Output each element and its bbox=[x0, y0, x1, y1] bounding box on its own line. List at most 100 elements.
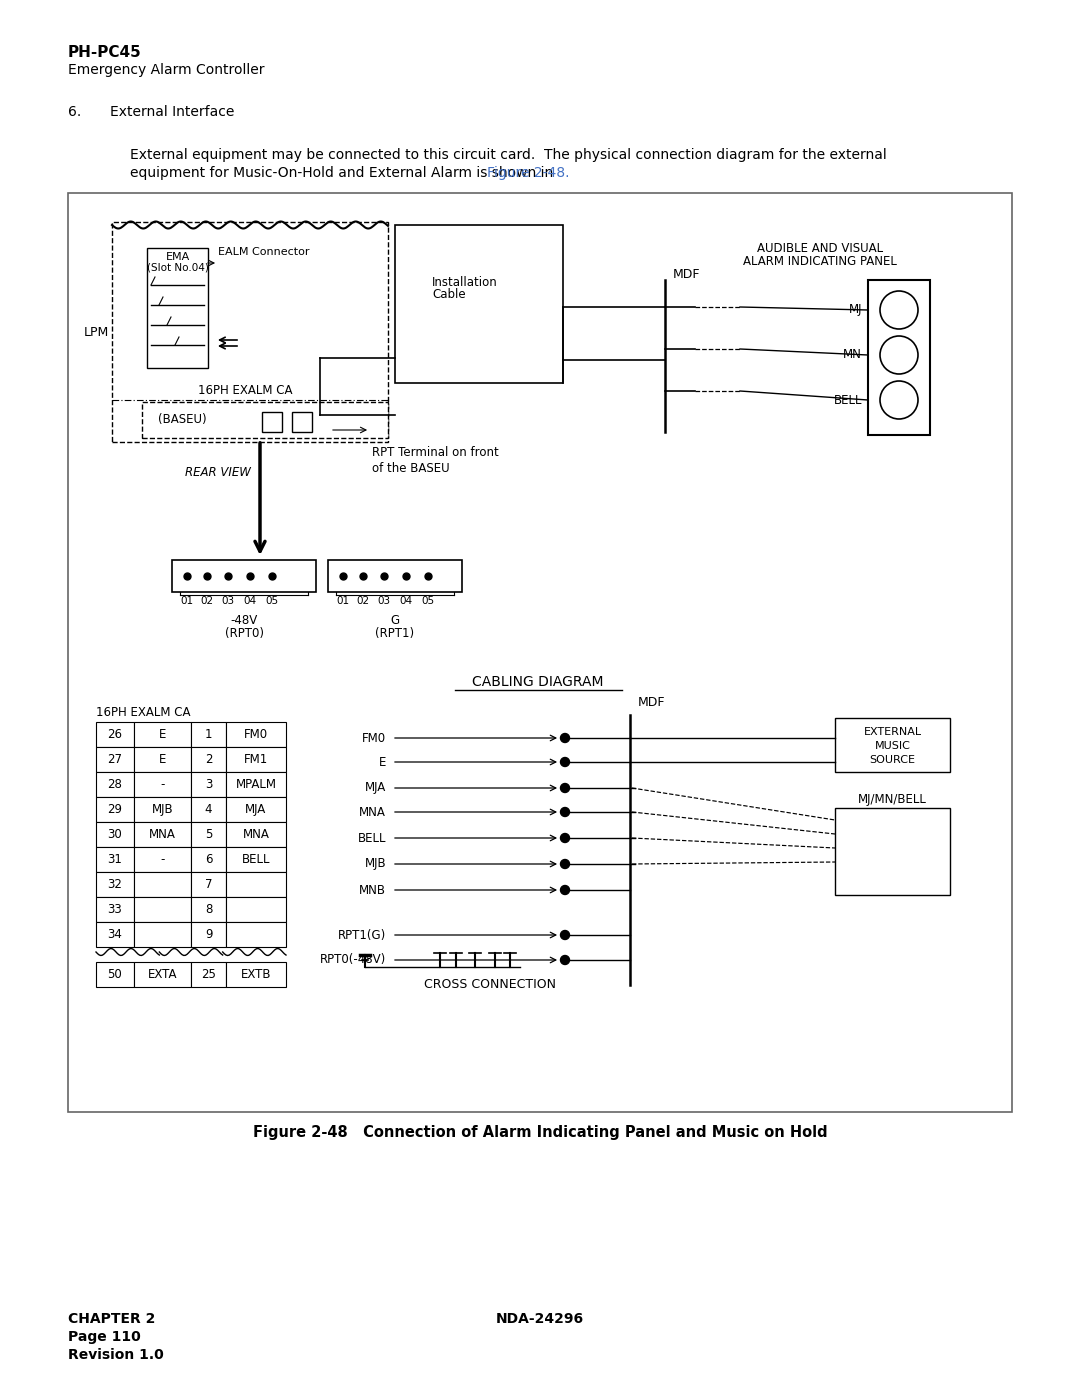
Bar bbox=[141, 402, 388, 439]
Text: MDF: MDF bbox=[673, 268, 701, 282]
Text: External equipment may be connected to this circuit card.  The physical connecti: External equipment may be connected to t… bbox=[130, 148, 887, 162]
Text: MJA: MJA bbox=[365, 781, 386, 795]
Text: MJ: MJ bbox=[849, 303, 862, 317]
Bar bbox=[226, 722, 286, 747]
Text: 3: 3 bbox=[205, 778, 212, 791]
Text: FM0: FM0 bbox=[244, 728, 268, 740]
Bar bbox=[835, 807, 950, 895]
Text: 28: 28 bbox=[108, 778, 122, 791]
Circle shape bbox=[561, 859, 569, 869]
Bar bbox=[96, 963, 134, 988]
Text: MNA: MNA bbox=[149, 828, 176, 841]
Text: of the BASEU: of the BASEU bbox=[372, 461, 449, 475]
Text: 01: 01 bbox=[337, 597, 350, 606]
Bar bbox=[134, 897, 191, 922]
Text: External Interface: External Interface bbox=[110, 105, 234, 119]
Bar bbox=[226, 922, 286, 947]
Text: equipment for Music-On-Hold and External Alarm is shown in: equipment for Music-On-Hold and External… bbox=[130, 166, 557, 180]
Text: MJA: MJA bbox=[245, 803, 267, 816]
Bar bbox=[191, 798, 226, 821]
Text: EXTA: EXTA bbox=[148, 968, 177, 981]
Text: (BASEU): (BASEU) bbox=[158, 414, 206, 426]
Bar bbox=[68, 193, 1012, 1112]
Bar bbox=[112, 222, 388, 441]
Text: E: E bbox=[379, 756, 386, 768]
Bar bbox=[134, 722, 191, 747]
Text: Figure 2-48.: Figure 2-48. bbox=[487, 166, 569, 180]
Circle shape bbox=[561, 886, 569, 894]
Text: CROSS CONNECTION: CROSS CONNECTION bbox=[424, 978, 556, 992]
Bar bbox=[134, 847, 191, 872]
Text: E: E bbox=[159, 728, 166, 740]
Bar bbox=[226, 847, 286, 872]
Text: SOURCE: SOURCE bbox=[869, 754, 916, 766]
Text: Cable: Cable bbox=[432, 289, 465, 302]
Text: RPT Terminal on front: RPT Terminal on front bbox=[372, 447, 499, 460]
Text: 16PH EXALM CA: 16PH EXALM CA bbox=[198, 384, 293, 397]
Bar bbox=[134, 922, 191, 947]
Bar bbox=[96, 722, 134, 747]
Text: 16PH EXALM CA: 16PH EXALM CA bbox=[96, 705, 190, 718]
Text: (RPT1): (RPT1) bbox=[376, 627, 415, 640]
Bar bbox=[328, 560, 462, 592]
Text: MJ/MN/BELL: MJ/MN/BELL bbox=[859, 792, 927, 806]
Bar bbox=[191, 922, 226, 947]
Text: 03: 03 bbox=[377, 597, 391, 606]
Text: 5: 5 bbox=[205, 828, 212, 841]
Text: MDF: MDF bbox=[638, 697, 665, 710]
Text: MNA: MNA bbox=[243, 828, 269, 841]
Bar bbox=[226, 773, 286, 798]
Bar bbox=[226, 747, 286, 773]
Circle shape bbox=[561, 956, 569, 964]
Text: LPM: LPM bbox=[84, 326, 109, 338]
Text: 2: 2 bbox=[205, 753, 213, 766]
Text: 04: 04 bbox=[400, 597, 413, 606]
Bar bbox=[395, 225, 563, 383]
Text: 29: 29 bbox=[108, 803, 122, 816]
Text: G: G bbox=[391, 615, 400, 627]
Bar bbox=[191, 847, 226, 872]
Text: NDA-24296: NDA-24296 bbox=[496, 1312, 584, 1326]
Bar bbox=[226, 821, 286, 847]
Text: AUDIBLE AND VISUAL: AUDIBLE AND VISUAL bbox=[757, 242, 883, 256]
Bar bbox=[96, 798, 134, 821]
Text: CHAPTER 2: CHAPTER 2 bbox=[68, 1312, 156, 1326]
Text: FM1: FM1 bbox=[244, 753, 268, 766]
Circle shape bbox=[561, 784, 569, 792]
Bar bbox=[262, 412, 282, 432]
Bar bbox=[134, 872, 191, 897]
Text: 01: 01 bbox=[180, 597, 193, 606]
Text: 26: 26 bbox=[108, 728, 122, 740]
Text: Installation: Installation bbox=[432, 275, 498, 289]
Bar bbox=[96, 922, 134, 947]
Text: Page 110: Page 110 bbox=[68, 1330, 140, 1344]
Text: EXTERNAL: EXTERNAL bbox=[863, 726, 921, 738]
Text: -: - bbox=[160, 778, 164, 791]
Bar bbox=[191, 773, 226, 798]
Bar bbox=[134, 821, 191, 847]
Text: Emergency Alarm Controller: Emergency Alarm Controller bbox=[68, 63, 265, 77]
Text: MNA: MNA bbox=[360, 806, 386, 819]
Text: 1: 1 bbox=[205, 728, 213, 740]
Text: RPT1(G): RPT1(G) bbox=[338, 929, 386, 942]
Text: 02: 02 bbox=[356, 597, 369, 606]
Text: MN: MN bbox=[843, 348, 862, 362]
Bar bbox=[147, 249, 208, 367]
Text: E: E bbox=[159, 753, 166, 766]
Circle shape bbox=[880, 337, 918, 374]
Circle shape bbox=[561, 834, 569, 842]
Bar bbox=[134, 747, 191, 773]
Text: 04: 04 bbox=[243, 597, 257, 606]
Bar bbox=[96, 747, 134, 773]
Bar bbox=[868, 279, 930, 434]
Bar bbox=[226, 963, 286, 988]
Circle shape bbox=[880, 381, 918, 419]
Text: 05: 05 bbox=[266, 597, 279, 606]
Text: 4: 4 bbox=[205, 803, 213, 816]
Text: (Slot No.04): (Slot No.04) bbox=[147, 263, 208, 272]
Text: 7: 7 bbox=[205, 877, 213, 891]
Text: ALARM INDICATING PANEL: ALARM INDICATING PANEL bbox=[743, 256, 896, 268]
Text: MJB: MJB bbox=[151, 803, 173, 816]
Bar bbox=[96, 872, 134, 897]
Bar bbox=[96, 821, 134, 847]
